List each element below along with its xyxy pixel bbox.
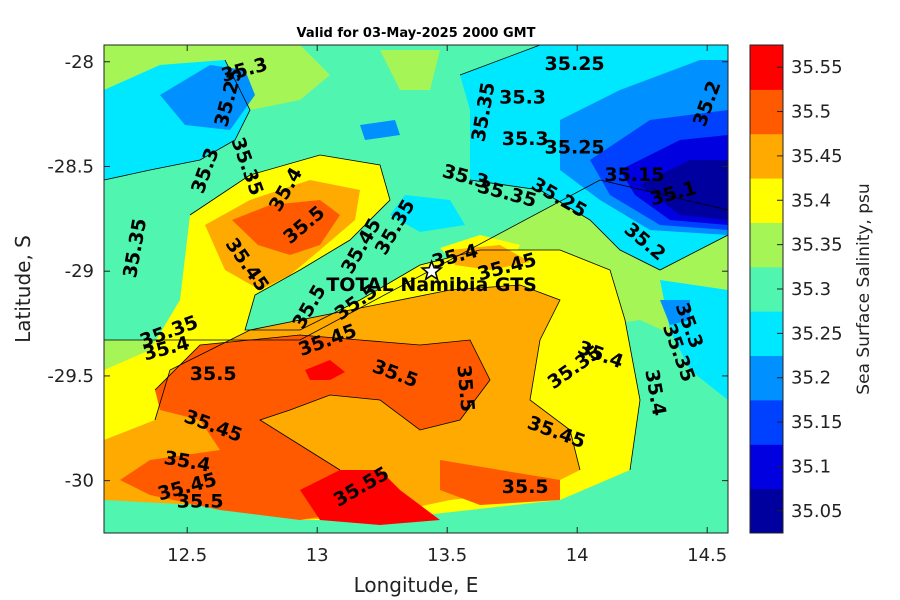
colorbar-tick-label: 35.45 [791, 146, 843, 167]
region-35-2 [660, 300, 690, 325]
contour-label: 35.25 [545, 53, 605, 75]
y-tick-label: -29.5 [47, 366, 94, 387]
region-35-55 [300, 470, 440, 525]
station-marker: TOTAL Namibia GTS [326, 259, 537, 296]
x-tick-label: 12.5 [167, 545, 207, 566]
y-tick-label: -29 [65, 261, 94, 282]
region-35-35 [380, 50, 440, 90]
contour-label: 35.5 [452, 364, 478, 413]
colorbar-tick-label: 35.4 [791, 190, 831, 211]
colorbar-tick-label: 35.05 [791, 501, 843, 522]
colorbar-tick-label: 35.1 [791, 456, 831, 477]
region-35-5 [232, 200, 340, 255]
contour-label: 35.25 [545, 137, 605, 159]
colorbar: 35.05 35.1 35.15 35.2 35.25 35.3 35.35 35.4 35.4… [750, 45, 843, 534]
contour-label: 35.15 [604, 164, 664, 186]
y-axis-label: Latitude, S [11, 235, 35, 343]
x-tick-label: 13 [306, 545, 329, 566]
colorbar-tick-label: 35.55 [791, 57, 843, 78]
colorbar-tick-label: 35.2 [791, 368, 831, 389]
map-title: Valid for 03-May-2025 2000 GMT [297, 26, 536, 41]
contour-lines [104, 45, 728, 471]
colorbar-tick-label: 35.35 [791, 235, 843, 256]
station-star-icon [420, 259, 444, 282]
region-35-25 [390, 195, 465, 232]
y-axis: -28 -28.5 -29 -29.5 -30 [47, 52, 728, 492]
y-tick-label: -28.5 [47, 156, 94, 177]
region-35-5 [440, 460, 560, 505]
x-tick-label: 14 [566, 545, 589, 566]
colorbar-label: Sea Surface Salinity, psu [854, 183, 874, 394]
y-tick-label: -30 [65, 471, 94, 492]
x-axis-label: Longitude, E [354, 573, 479, 597]
region-35-55 [305, 360, 345, 380]
contour-label: 35.5 [190, 363, 237, 385]
contour-label: 35.3 [499, 86, 546, 108]
region-35-2 [360, 120, 400, 140]
region-35-5 [120, 335, 490, 520]
colorbar-tick-label: 35.5 [791, 102, 831, 123]
colorbar-tick-label: 35.3 [791, 279, 831, 300]
region-35-45 [450, 245, 530, 270]
colorbar-frame [749, 44, 784, 534]
station-label: TOTAL Namibia GTS [326, 274, 537, 296]
contour-label: 35.5 [177, 491, 224, 513]
contour-label: 35.5 [502, 476, 549, 498]
region-35-35 [104, 45, 330, 110]
x-tick-label: 13.5 [427, 545, 467, 566]
x-tick-label: 14.5 [687, 545, 727, 566]
region-35-2 [160, 65, 255, 130]
y-tick-label: -28 [65, 52, 94, 73]
x-axis: 12.5 13 13.5 14 14.5 [167, 45, 727, 566]
colorbar-tick-label: 35.15 [791, 412, 843, 433]
colorbar-tick-label: 35.25 [791, 323, 843, 344]
plot-frame [103, 44, 729, 534]
contour-label: 35.3 [502, 128, 549, 150]
